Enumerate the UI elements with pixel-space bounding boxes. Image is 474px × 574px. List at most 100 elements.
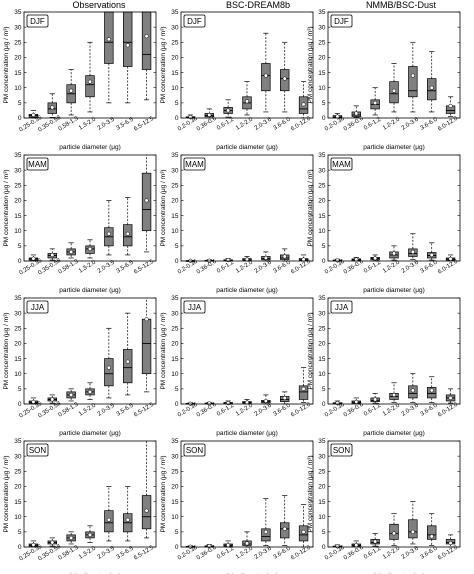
y-axis-label: PM concentration (μg / m³)	[3, 455, 10, 532]
x-tick-label: 1.3-2.0	[78, 545, 98, 560]
y-tick-label: 10	[14, 85, 22, 92]
mean-marker	[448, 541, 453, 546]
mean-marker	[391, 531, 397, 536]
box	[123, 11, 133, 67]
mean-marker	[373, 397, 378, 402]
box	[408, 66, 418, 98]
y-tick-label: 15	[318, 356, 326, 363]
x-tick-label: 2.0-3.6	[254, 545, 274, 560]
x-tick-label: 2.0-3.6	[254, 116, 274, 131]
mean-marker	[125, 359, 130, 364]
y-tick-label: 35	[171, 152, 179, 159]
y-tick-label: 30	[318, 167, 326, 174]
y-tick-label: 25	[171, 325, 179, 332]
y-tick-label: 5	[322, 243, 326, 250]
mean-marker	[301, 386, 306, 391]
y-tick-label: 30	[171, 453, 179, 460]
y-tick-label: 30	[318, 24, 326, 31]
mean-marker	[301, 102, 306, 107]
mean-marker	[87, 246, 93, 251]
y-tick-label: 15	[14, 213, 22, 220]
mean-marker	[144, 198, 149, 203]
mean-marker	[354, 111, 359, 116]
mean-marker	[31, 112, 36, 118]
panel-frame	[327, 297, 461, 405]
y-tick-label: 15	[171, 499, 179, 506]
season-label-box	[330, 300, 353, 314]
y-tick-label: 35	[171, 438, 179, 445]
x-tick-label: 3.6-6.0	[420, 545, 440, 560]
mean-marker	[410, 73, 415, 78]
x-tick-label: 0.6-1.2	[363, 259, 383, 274]
y-axis-label: PM concentration (μg / m³)	[160, 26, 167, 103]
y-tick-label: 15	[318, 499, 326, 506]
x-tick-label: 3.6-6.0	[420, 259, 440, 274]
y-tick-label: 30	[14, 24, 22, 31]
mean-marker	[282, 526, 287, 531]
y-tick-label: 5	[322, 100, 326, 107]
mean-marker	[448, 103, 453, 108]
panel-frame	[180, 297, 314, 405]
y-tick-label: 35	[318, 152, 326, 159]
x-axis-label: particle diameter (μg)	[216, 144, 278, 151]
y-tick-label: 35	[318, 295, 326, 302]
y-tick-label: 35	[14, 9, 22, 16]
x-tick-label: 1.3-2.0	[78, 259, 98, 274]
mean-marker	[373, 256, 378, 261]
y-tick-label: 25	[171, 468, 179, 475]
chart-panel-jja-1: 051015202530350.25-0.350.35-0.580.58-1.3…	[3, 295, 157, 437]
x-tick-label: 3.5-6.5	[116, 116, 136, 131]
panel-frame	[23, 11, 157, 119]
y-axis-label: PM concentration (μg / m³)	[160, 312, 167, 389]
x-tick-label: 0.6-1.2	[216, 545, 236, 560]
y-tick-label: 0	[322, 544, 326, 551]
y-tick-label: 20	[14, 55, 22, 62]
season-label-box	[183, 443, 206, 457]
x-tick-label: 2.0-3.5	[97, 545, 117, 560]
mean-marker	[125, 43, 130, 48]
x-tick-label: 2.0-3.6	[401, 259, 421, 274]
panel-frame	[180, 11, 314, 119]
y-axis-label: PM concentration (μg / m³)	[3, 312, 10, 389]
mean-marker	[263, 255, 268, 261]
y-tick-label: 5	[175, 100, 179, 107]
mean-marker	[373, 100, 378, 105]
y-tick-label: 30	[171, 167, 179, 174]
box	[85, 75, 95, 98]
season-label: DJF	[30, 17, 45, 26]
y-axis-label: PM concentration (μg / m³)	[307, 169, 314, 246]
box	[261, 528, 271, 542]
mean-marker	[301, 529, 306, 534]
y-tick-label: 5	[322, 529, 326, 536]
y-tick-label: 20	[14, 198, 22, 205]
x-tick-label: 0.6-1.2	[363, 116, 383, 131]
season-label: JJA	[335, 303, 349, 312]
x-tick-label: 1.2-2.0	[382, 259, 402, 274]
y-tick-label: 10	[14, 228, 22, 235]
y-tick-label: 20	[318, 484, 326, 491]
y-tick-label: 20	[171, 341, 179, 348]
y-tick-label: 0	[322, 258, 326, 265]
mean-marker	[263, 398, 268, 404]
mean-marker	[31, 256, 36, 261]
column-title-observations: Observations	[72, 0, 126, 10]
y-tick-label: 5	[175, 386, 179, 393]
y-axis-label: PM concentration (μg / m³)	[160, 169, 167, 246]
season-label-box	[183, 300, 206, 314]
season-label-box	[183, 14, 206, 28]
y-tick-label: 25	[171, 182, 179, 189]
x-tick-label: 2.0-3.5	[97, 259, 117, 274]
season-label: DJF	[334, 17, 349, 26]
y-tick-label: 25	[14, 39, 22, 46]
y-tick-label: 10	[318, 85, 326, 92]
y-tick-label: 0	[175, 544, 179, 551]
y-tick-label: 35	[171, 9, 179, 16]
x-tick-label: 3.6-6.0	[273, 402, 293, 417]
x-tick-label: 3.5-6.5	[116, 545, 136, 560]
y-tick-label: 20	[318, 198, 326, 205]
y-tick-label: 35	[318, 9, 326, 16]
